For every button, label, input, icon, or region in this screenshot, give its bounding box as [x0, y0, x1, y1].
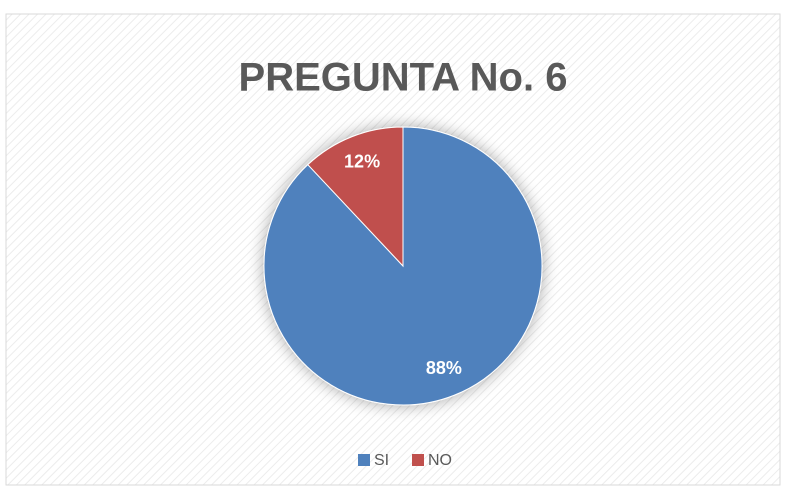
chart-title: PREGUNTA No. 6 — [239, 56, 568, 100]
legend-swatch — [412, 454, 424, 466]
pie — [263, 126, 543, 406]
data-label: 12% — [344, 151, 380, 171]
data-label: 88% — [426, 358, 462, 378]
legend-label: NO — [428, 452, 452, 469]
legend-swatch — [358, 454, 370, 466]
legend-label: SI — [374, 452, 389, 469]
pie-slice — [307, 126, 404, 268]
